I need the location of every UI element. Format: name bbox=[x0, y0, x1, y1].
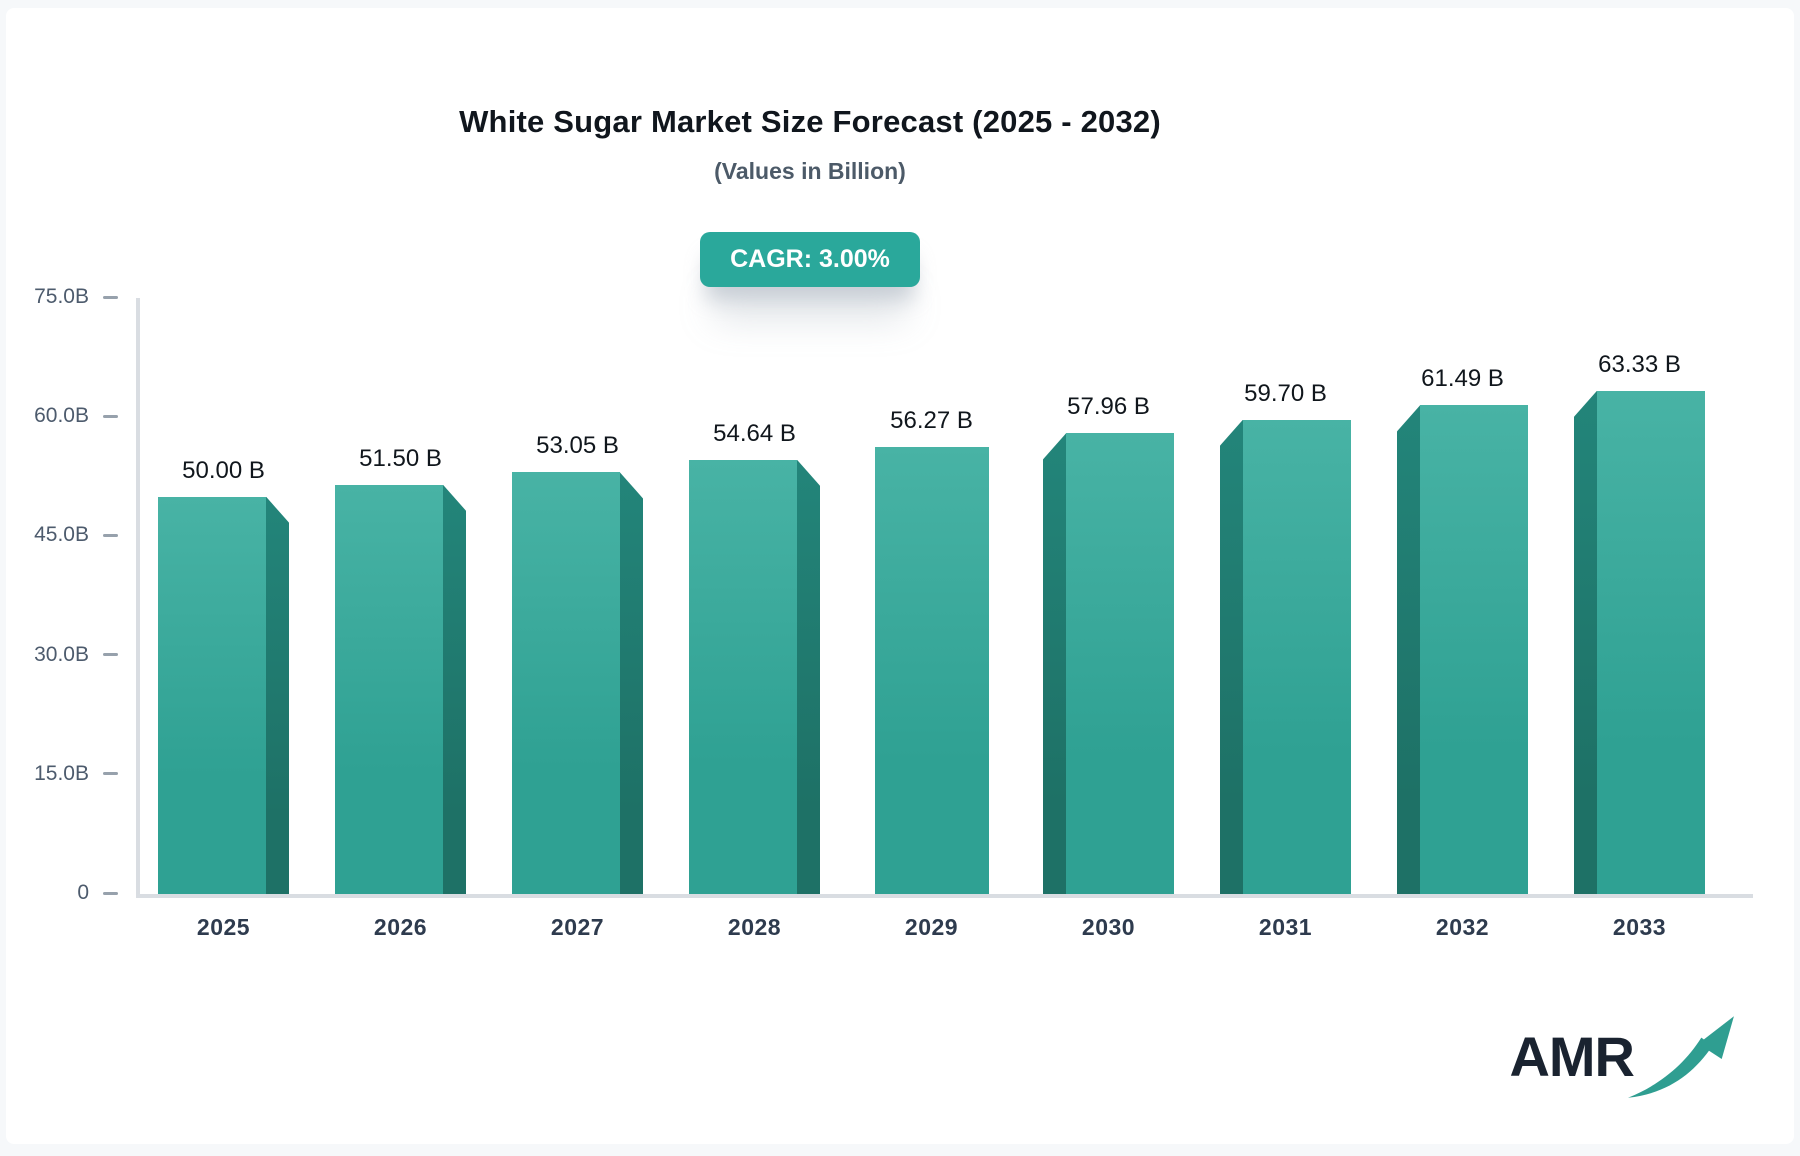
y-axis-tick-label: 0 bbox=[77, 881, 89, 904]
logo-text: AMR bbox=[1509, 1024, 1635, 1088]
cagr-badge: CAGR: 3.00% bbox=[700, 232, 920, 287]
bar bbox=[1043, 433, 1174, 894]
bar bbox=[158, 496, 289, 894]
plot-area: 50.00 B 2025 51.50 B 2026 53.05 B 2027 54.64 B… bbox=[136, 298, 1753, 940]
bar bbox=[1220, 419, 1351, 894]
bar-slot: 61.49 B 2032 bbox=[1397, 298, 1528, 940]
bar-value-label: 57.96 B bbox=[1067, 393, 1150, 421]
chart-card: White Sugar Market Size Forecast (2025 -… bbox=[6, 8, 1794, 1144]
bar bbox=[1397, 405, 1528, 894]
bar-side-shade bbox=[1043, 433, 1066, 894]
chart-subtitle: (Values in Billion) bbox=[714, 158, 906, 184]
bar-value-label: 56.27 B bbox=[890, 406, 973, 434]
bar-slot: 53.05 B 2027 bbox=[512, 298, 643, 940]
x-axis-label: 2031 bbox=[1258, 914, 1313, 940]
y-axis-tick-label: 60.0B bbox=[34, 404, 89, 428]
y-axis-tick: 75.0B bbox=[6, 285, 132, 309]
y-axis-tick-label: 45.0B bbox=[34, 523, 89, 547]
y-axis-tick: 30.0B bbox=[6, 643, 132, 667]
y-axis-tick: 60.0B bbox=[6, 404, 132, 428]
bar-face bbox=[512, 472, 620, 894]
y-axis: 75.0B 60.0B 45.0B 30.0B 15.0B 0 bbox=[6, 285, 132, 904]
bar-face bbox=[1066, 433, 1174, 894]
y-axis-tick-mark bbox=[103, 414, 118, 418]
bar-side-shade bbox=[1574, 390, 1597, 894]
bar-value-label: 59.70 B bbox=[1244, 379, 1327, 407]
brand-logo: AMR bbox=[1509, 1012, 1738, 1100]
bar-slot: 54.64 B 2028 bbox=[689, 298, 820, 940]
y-axis-tick: 45.0B bbox=[6, 523, 132, 547]
cagr-badge-wrap: CAGR: 3.00% bbox=[6, 232, 1614, 287]
bar-value-label: 50.00 B bbox=[182, 456, 265, 484]
y-axis-tick-mark bbox=[103, 533, 118, 537]
bar bbox=[335, 484, 466, 894]
bar bbox=[1574, 390, 1705, 894]
bar-face bbox=[1243, 419, 1351, 894]
bar-side-shade bbox=[443, 484, 466, 894]
bar-slot: 51.50 B 2026 bbox=[335, 298, 466, 940]
y-axis-tick-label: 15.0B bbox=[34, 761, 89, 785]
x-axis-label: 2030 bbox=[1081, 914, 1136, 940]
bar-face bbox=[335, 484, 443, 894]
bar-value-label: 51.50 B bbox=[359, 444, 442, 472]
bar-face bbox=[875, 446, 989, 894]
y-axis-tick-mark bbox=[103, 295, 118, 299]
bar-side-shade bbox=[620, 472, 643, 894]
bar-side-shade bbox=[797, 459, 820, 894]
x-axis-label: 2029 bbox=[904, 914, 959, 940]
bar-slot: 63.33 B 2033 bbox=[1574, 298, 1705, 940]
x-axis-label: 2027 bbox=[550, 914, 605, 940]
y-axis-tick: 0 bbox=[6, 881, 132, 905]
trend-up-arrow-icon bbox=[1628, 1016, 1734, 1098]
chart-title: White Sugar Market Size Forecast (2025 -… bbox=[459, 104, 1161, 139]
bar bbox=[866, 446, 997, 894]
bar-value-label: 54.64 B bbox=[713, 419, 796, 447]
bar bbox=[512, 472, 643, 894]
y-axis-tick-mark bbox=[103, 772, 118, 776]
y-axis-tick-mark bbox=[103, 653, 118, 657]
bars-row: 50.00 B 2025 51.50 B 2026 53.05 B 2027 54.64 B… bbox=[158, 298, 1705, 940]
y-axis-tick-label: 30.0B bbox=[34, 642, 89, 666]
bar-face bbox=[158, 496, 266, 894]
bar-face bbox=[689, 459, 797, 894]
bar-slot: 59.70 B 2031 bbox=[1220, 298, 1351, 940]
bar-side-shade bbox=[1220, 419, 1243, 894]
bar-side-shade bbox=[266, 496, 289, 894]
y-axis-tick-mark bbox=[103, 891, 118, 895]
x-axis-label: 2026 bbox=[373, 914, 428, 940]
bar-slot: 50.00 B 2025 bbox=[158, 298, 289, 940]
x-axis-label: 2032 bbox=[1435, 914, 1490, 940]
y-axis-tick: 15.0B bbox=[6, 762, 132, 786]
x-axis-label: 2025 bbox=[196, 914, 251, 940]
bar-slot: 56.27 B 2029 bbox=[866, 298, 997, 940]
x-axis-label: 2033 bbox=[1612, 914, 1667, 940]
y-axis-tick-label: 75.0B bbox=[34, 285, 89, 308]
bar-slot: 57.96 B 2030 bbox=[1043, 298, 1174, 940]
bar-value-label: 53.05 B bbox=[536, 432, 619, 460]
bar-value-label: 61.49 B bbox=[1421, 365, 1504, 393]
bar-face bbox=[1420, 405, 1528, 894]
bar-face bbox=[1597, 390, 1705, 894]
bar bbox=[689, 459, 820, 894]
bar-side-shade bbox=[1397, 405, 1420, 894]
x-axis-label: 2028 bbox=[727, 914, 782, 940]
bar-value-label: 63.33 B bbox=[1598, 350, 1681, 378]
